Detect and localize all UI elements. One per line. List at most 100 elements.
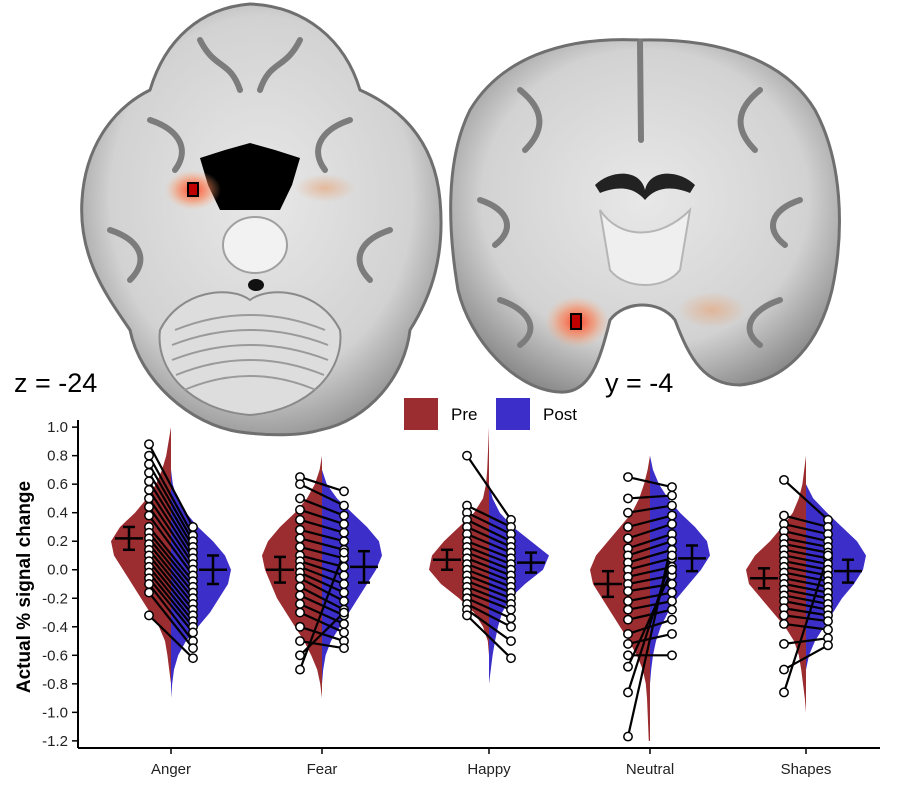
pair-line-happy — [466, 614, 512, 659]
violin-pre-fear — [262, 427, 322, 741]
point-pre-neutral — [623, 522, 633, 532]
point-post-fear — [339, 527, 349, 538]
pair-line-happy — [466, 568, 512, 588]
point-post-neutral — [667, 550, 677, 561]
point-pre-fear — [295, 504, 305, 515]
pair-line-anger — [148, 591, 194, 649]
point-post-neutral — [667, 596, 677, 607]
point-pre-neutral — [623, 507, 633, 518]
pair-line-happy — [466, 455, 512, 521]
coronal-gyri — [477, 39, 803, 348]
point-pre-neutral — [623, 638, 633, 649]
point-pre-fear — [295, 479, 305, 490]
point-post-fear — [339, 519, 349, 530]
pair-line-happy — [466, 504, 512, 528]
point-post-shapes — [823, 550, 833, 561]
point-pre-fear — [295, 664, 305, 675]
legend-swatch-pre — [404, 398, 438, 430]
point-pre-fear — [295, 581, 305, 592]
x-tick-label: Happy — [467, 761, 511, 778]
pair-line-fear — [299, 639, 345, 650]
point-pre-neutral — [623, 596, 633, 607]
axial-slice-label: z = -24 — [14, 368, 97, 398]
pair-line-happy — [466, 608, 512, 642]
errorbar-pre-shapes — [750, 567, 778, 590]
point-pre-neutral — [623, 650, 633, 661]
point-post-anger — [188, 653, 198, 664]
pair-line-happy — [466, 563, 512, 583]
pair-line-neutral — [627, 504, 673, 514]
legend-swatch-post — [496, 398, 530, 430]
pair-line-happy — [466, 551, 512, 571]
pair-line-anger — [148, 506, 194, 571]
coronal-roi-marker — [570, 313, 582, 330]
y-tick-label: -0.4 — [42, 619, 68, 636]
point-pre-neutral — [623, 661, 633, 672]
point-post-anger — [188, 627, 198, 638]
point-pre-shapes — [779, 638, 789, 649]
pair-line-fear — [299, 565, 345, 586]
point-post-shapes — [823, 640, 833, 651]
point-post-neutral — [667, 519, 677, 530]
x-tick-label: Shapes — [781, 761, 832, 778]
y-tick-label: 0.8 — [47, 448, 68, 465]
pair-line-shapes — [783, 607, 829, 617]
coronal-activation-faint — [678, 292, 746, 328]
axial-midbrain — [222, 216, 288, 274]
point-post-shapes — [823, 616, 833, 627]
point-post-neutral — [667, 614, 677, 625]
point-post-neutral — [667, 604, 677, 615]
pair-line-fear — [299, 545, 345, 560]
violin-post-fear — [322, 427, 382, 741]
point-post-neutral — [667, 482, 677, 492]
point-pre-anger — [144, 450, 154, 461]
point-pre-shapes — [779, 610, 789, 621]
point-pre-fear — [295, 493, 305, 504]
legend-label-pre: Pre — [451, 405, 477, 424]
point-pre-fear — [295, 541, 305, 552]
pair-line-neutral — [627, 591, 673, 603]
x-tick-label: Fear — [307, 761, 338, 778]
pair-line-shapes — [783, 637, 829, 645]
point-post-fear — [339, 596, 349, 607]
point-pre-fear — [295, 533, 305, 544]
pair-line-happy — [466, 540, 512, 560]
y-tick-label: 0.6 — [47, 476, 68, 493]
axial-brain-slice — [80, 2, 443, 437]
errorbar-pre-happy — [433, 548, 461, 571]
pair-line-neutral — [627, 608, 673, 621]
coronal-brain-slice — [449, 38, 841, 394]
pair-line-shapes — [783, 565, 829, 577]
coronal-ventricles — [595, 173, 695, 200]
coronal-slice-label: y = -4 — [605, 368, 673, 398]
point-pre-shapes — [779, 664, 789, 675]
pair-line-shapes — [783, 577, 829, 588]
errorbar-post-anger — [199, 554, 227, 586]
legend: Pre Post — [404, 398, 577, 430]
y-tick-label: -0.2 — [42, 590, 68, 607]
pair-line-happy — [466, 518, 512, 543]
axial-roi-marker — [187, 182, 199, 197]
point-post-fear — [339, 607, 349, 618]
pair-line-happy — [466, 585, 512, 605]
point-post-shapes — [823, 624, 833, 635]
pair-line-fear — [299, 508, 345, 526]
point-pre-anger — [144, 467, 154, 478]
paired-lines — [148, 443, 830, 737]
y-tick-label: -1.0 — [42, 704, 68, 721]
x-axis: Anger Fear Happy Neutral Shapes — [78, 747, 880, 778]
pair-line-neutral — [627, 565, 673, 578]
violin-pre-happy — [429, 427, 489, 741]
point-post-fear — [339, 587, 349, 598]
pair-line-neutral — [627, 557, 673, 571]
pair-line-fear — [299, 483, 345, 507]
point-pre-fear — [295, 607, 305, 618]
point-post-fear — [339, 547, 349, 558]
point-pre-neutral — [623, 628, 633, 639]
point-pre-fear — [295, 650, 305, 661]
pair-line-shapes — [783, 588, 829, 600]
point-pre-shapes — [779, 474, 789, 485]
pair-line-fear — [299, 518, 345, 534]
violin-post-happy — [489, 427, 549, 741]
